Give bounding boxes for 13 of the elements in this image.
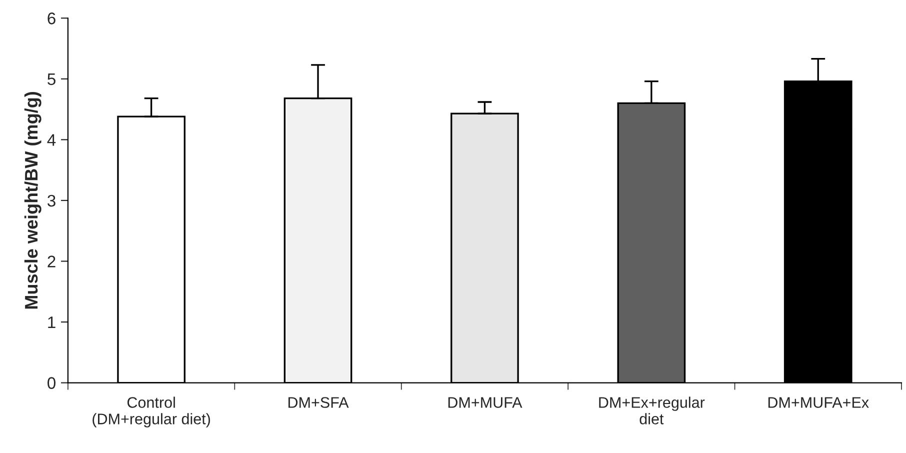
y-tick-label: 3 — [48, 194, 56, 207]
x-tick-label: DM+SFA — [288, 397, 349, 408]
x-tick-label: Control (DM+regular diet) — [92, 396, 210, 428]
y-tick-label: 4 — [47, 134, 56, 146]
x-tick-label: DM+Ex+regular diet — [599, 396, 705, 424]
y-axis-title: Muscle weight/BW (mg/g) — [24, 92, 42, 309]
y-tick-label: 2 — [48, 256, 56, 268]
y-tick-label: 1 — [48, 316, 56, 328]
y-tick-label: 0 — [48, 377, 56, 389]
x-tick-label: DM+MUFA — [448, 397, 522, 408]
y-tick-label: 6 — [48, 12, 56, 24]
x-tick-label: DM+MUFA+Ex — [768, 397, 869, 408]
y-tick-label: 5 — [48, 73, 56, 86]
